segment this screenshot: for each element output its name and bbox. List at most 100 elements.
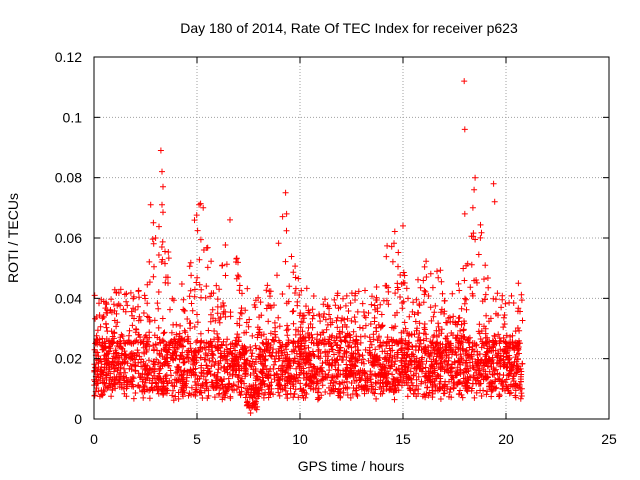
data-point: [463, 365, 470, 372]
y-tick-label: 0.04: [55, 290, 82, 306]
data-point: [236, 322, 243, 329]
data-point: [176, 330, 183, 337]
data-point: [476, 371, 483, 378]
data-point: [156, 223, 162, 230]
data-point: [292, 263, 299, 270]
data-point: [132, 390, 139, 396]
data-point: [187, 340, 194, 347]
data-point: [277, 343, 284, 350]
data-point: [410, 391, 417, 397]
data-point: [242, 370, 249, 377]
data-point: [482, 291, 489, 298]
data-point: [235, 363, 242, 370]
data-point: [435, 274, 442, 281]
data-point: [111, 368, 117, 375]
data-point: [486, 318, 492, 325]
data-point: [95, 359, 102, 366]
data-point: [162, 279, 169, 286]
data-point: [384, 242, 391, 249]
data-point: [254, 388, 261, 395]
data-point: [418, 356, 425, 363]
data-point: [147, 201, 154, 208]
data-point: [188, 300, 195, 307]
data-point: [375, 371, 382, 378]
data-point: [97, 372, 104, 378]
data-point: [426, 353, 433, 360]
data-point: [192, 365, 199, 372]
data-point: [262, 353, 269, 359]
data-point: [383, 253, 390, 260]
data-point: [162, 359, 169, 366]
data-point: [153, 356, 160, 363]
data-point: [282, 382, 289, 389]
data-point: [484, 334, 491, 341]
data-point: [394, 376, 400, 383]
data-point: [418, 380, 424, 387]
data-point: [420, 337, 427, 344]
data-point: [473, 389, 480, 396]
data-point: [204, 383, 210, 390]
data-point: [413, 382, 420, 389]
data-point: [203, 283, 210, 290]
data-point: [279, 362, 286, 369]
data-point: [418, 347, 425, 353]
data-point: [385, 301, 392, 308]
data-point: [141, 334, 148, 340]
data-point: [162, 260, 168, 267]
data-point: [296, 292, 303, 298]
data-point: [252, 342, 259, 349]
data-point: [397, 346, 404, 353]
y-tick-label: 0: [74, 411, 82, 427]
data-point: [186, 263, 193, 270]
data-point: [267, 365, 274, 372]
data-point: [251, 301, 258, 308]
data-point: [197, 236, 204, 243]
data-point: [151, 332, 158, 339]
data-point: [102, 371, 109, 378]
data-point: [155, 305, 162, 312]
data-point: [321, 341, 328, 348]
data-point: [365, 388, 372, 394]
data-point: [144, 300, 151, 307]
data-point: [309, 348, 316, 355]
data-point: [508, 292, 515, 299]
data-point: [186, 320, 193, 327]
data-point: [130, 375, 137, 382]
data-point: [131, 362, 138, 368]
data-point: [378, 323, 385, 330]
data-point: [241, 380, 248, 387]
data-point: [359, 300, 366, 307]
data-point: [334, 290, 341, 297]
data-point: [257, 346, 264, 353]
data-point: [124, 360, 131, 367]
data-point: [331, 351, 337, 358]
data-point: [263, 287, 270, 294]
data-point: [416, 330, 423, 337]
data-point: [429, 284, 436, 291]
data-point: [175, 395, 182, 402]
data-point: [495, 312, 501, 319]
data-point: [405, 332, 412, 339]
data-point: [371, 314, 378, 321]
data-point: [291, 348, 298, 355]
data-point: [214, 296, 221, 303]
data-point: [149, 387, 156, 394]
data-point: [144, 313, 151, 320]
data-point: [483, 391, 490, 398]
x-tick-label: 25: [601, 431, 617, 447]
data-point: [344, 392, 351, 398]
data-point: [230, 382, 237, 389]
data-point: [515, 280, 522, 287]
data-point: [327, 315, 334, 322]
data-point: [386, 345, 393, 352]
data-point: [123, 385, 130, 392]
data-point: [342, 302, 349, 309]
data-point: [125, 378, 132, 385]
data-point: [181, 307, 188, 314]
data-point: [356, 324, 363, 331]
data-point: [516, 384, 522, 391]
data-point: [167, 306, 173, 313]
data-point: [320, 301, 327, 308]
data-point: [433, 375, 440, 382]
data-point: [461, 78, 468, 85]
